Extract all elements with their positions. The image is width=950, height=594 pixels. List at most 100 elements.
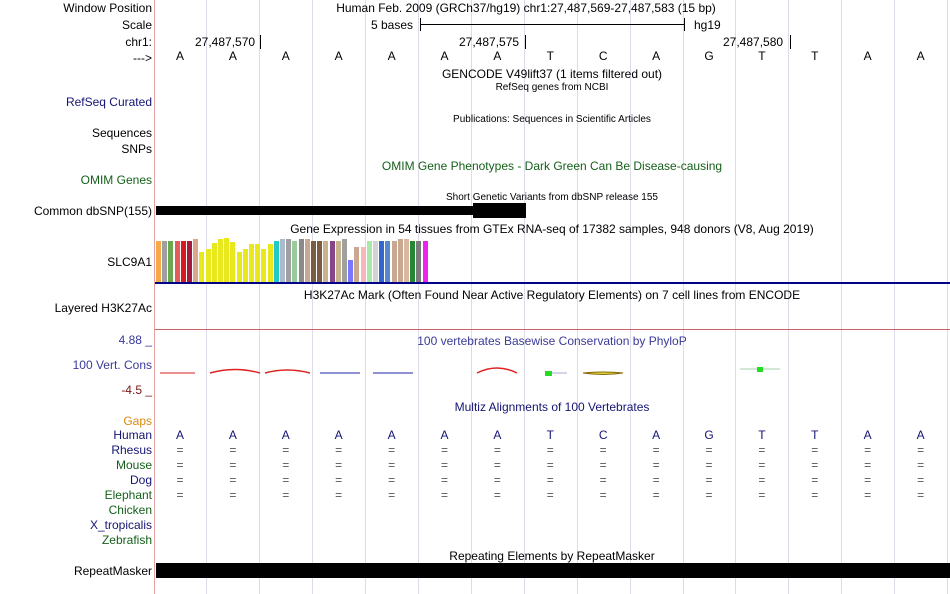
scale-label: Scale — [121, 18, 152, 32]
gtex-tissue-bar[interactable] — [230, 242, 236, 282]
human-base-letter: A — [387, 428, 396, 442]
alignment-match-symbol: = — [440, 443, 448, 457]
alignment-match-symbol: = — [917, 488, 925, 502]
gtex-tissue-bar[interactable] — [397, 239, 403, 282]
species-label[interactable]: Elephant — [104, 488, 152, 502]
gtex-tissue-bar[interactable] — [304, 239, 310, 282]
species-label[interactable]: Rhesus — [111, 443, 152, 457]
gtex-tissue-bar[interactable] — [311, 241, 316, 282]
gtex-tissue-bar[interactable] — [156, 241, 161, 282]
gtex-tissue-bar[interactable] — [162, 241, 168, 282]
human-base-letter: T — [758, 428, 766, 442]
gtex-tissue-bar[interactable] — [242, 249, 248, 282]
gtex-tissue-bar[interactable] — [218, 239, 223, 282]
track-label-conservation[interactable]: 100 Vert. Cons — [72, 358, 152, 372]
gtex-tissue-bar[interactable] — [180, 241, 186, 282]
base-letter: A — [334, 49, 343, 63]
gtex-tissue-bar[interactable] — [335, 241, 341, 282]
gtex-tissue-bar[interactable] — [360, 247, 366, 282]
gtex-tissue-bar[interactable] — [404, 239, 409, 282]
species-label[interactable]: Dog — [129, 473, 152, 487]
species-label[interactable]: Chicken — [108, 503, 152, 517]
phylop-conservation-plot[interactable] — [155, 360, 950, 390]
track-label-sequences[interactable]: Sequences — [91, 126, 152, 140]
alignment-match-symbol: = — [282, 458, 290, 472]
species-label[interactable]: Human — [113, 428, 152, 442]
gtex-tissue-bar[interactable] — [329, 241, 335, 282]
coord-tick-mark — [260, 35, 261, 49]
gtex-tissue-bar[interactable] — [342, 239, 347, 282]
gtex-tissue-bar[interactable] — [298, 239, 304, 282]
human-base-letter: A — [493, 428, 502, 442]
human-base-letter: T — [811, 428, 819, 442]
track-label-repeatmasker[interactable]: RepeatMasker — [73, 564, 152, 578]
track-label-h3k27ac[interactable]: Layered H3K27Ac — [54, 301, 152, 315]
dbsnp-variant-block[interactable] — [473, 203, 526, 218]
track-label-omim[interactable]: OMIM Genes — [80, 173, 152, 187]
gtex-tissue-bar[interactable] — [317, 241, 323, 282]
alignment-match-symbol: = — [758, 458, 766, 472]
alignment-match-symbol: = — [229, 473, 237, 487]
gtex-tissue-bar[interactable] — [410, 241, 416, 282]
gtex-tissue-bar[interactable] — [199, 252, 205, 282]
gtex-tissue-bar[interactable] — [187, 241, 192, 282]
species-label[interactable]: X_tropicalis — [89, 518, 152, 532]
alignment-match-symbol: = — [388, 458, 396, 472]
gtex-tissue-bar[interactable] — [261, 249, 267, 282]
alignment-match-symbol: = — [705, 443, 713, 457]
gtex-tissue-bar[interactable] — [224, 238, 230, 282]
dbsnp-feature-bar[interactable] — [156, 206, 526, 215]
alignment-match-symbol: = — [440, 473, 448, 487]
alignment-match-symbol: = — [546, 443, 554, 457]
gtex-tissue-bar[interactable] — [193, 239, 199, 282]
gtex-expression-bars[interactable] — [156, 238, 536, 282]
gtex-tissue-bar[interactable] — [354, 247, 360, 282]
human-base-letter: G — [704, 428, 714, 442]
alignment-match-symbol: = — [388, 488, 396, 502]
gtex-tissue-bar[interactable] — [267, 244, 273, 282]
gtex-tissue-bar[interactable] — [205, 249, 211, 282]
track-label-refseq[interactable]: RefSeq Curated — [65, 95, 152, 109]
gtex-tissue-bar[interactable] — [348, 260, 354, 282]
alignment-match-symbol: = — [811, 443, 819, 457]
gtex-tissue-bar[interactable] — [255, 244, 261, 282]
coord-tick-label: 27,487,580 — [723, 35, 784, 49]
base-letter: A — [387, 49, 396, 63]
alignment-match-symbol: = — [176, 458, 184, 472]
gtex-tissue-bar[interactable] — [416, 241, 422, 282]
track-title-gencode: GENCODE V49lift37 (1 items filtered out) — [441, 67, 663, 81]
gtex-tissue-bar[interactable] — [174, 241, 180, 282]
gtex-tissue-bar[interactable] — [385, 241, 391, 282]
gtex-tissue-bar[interactable] — [236, 252, 242, 282]
gtex-tissue-bar[interactable] — [280, 239, 285, 282]
gtex-tissue-bar[interactable] — [249, 244, 254, 282]
gtex-tissue-bar[interactable] — [379, 241, 385, 282]
repeatmasker-feature-bar[interactable] — [156, 563, 950, 578]
gtex-tissue-bar[interactable] — [286, 239, 292, 282]
alignment-match-symbol: = — [864, 473, 872, 487]
track-label-gtex-gene[interactable]: SLC9A1 — [107, 255, 152, 269]
track-label-dbsnp[interactable]: Common dbSNP(155) — [33, 204, 152, 218]
alignment-match-symbol: = — [705, 458, 713, 472]
gtex-tissue-bar[interactable] — [273, 241, 279, 282]
scale-text: 5 bases — [371, 18, 414, 32]
alignment-match-symbol: = — [599, 488, 607, 502]
alignment-match-symbol: = — [493, 488, 501, 502]
alignment-match-symbol: = — [652, 488, 660, 502]
gtex-tissue-bar[interactable] — [373, 241, 378, 282]
track-label-gaps[interactable]: Gaps — [123, 414, 152, 428]
species-label[interactable]: Mouse — [115, 458, 152, 472]
alignment-match-symbol: = — [705, 473, 713, 487]
gtex-tissue-bar[interactable] — [292, 241, 298, 282]
gtex-tissue-bar[interactable] — [422, 241, 428, 282]
gtex-tissue-bar[interactable] — [211, 243, 217, 282]
alignment-match-symbol: = — [388, 473, 396, 487]
base-letter: A — [863, 49, 872, 63]
strand-arrow-label[interactable]: ---> — [133, 51, 152, 65]
track-label-snps[interactable]: SNPs — [121, 142, 152, 156]
gtex-tissue-bar[interactable] — [366, 241, 372, 282]
species-label[interactable]: Zebrafish — [101, 533, 152, 547]
gtex-tissue-bar[interactable] — [168, 241, 174, 282]
gtex-tissue-bar[interactable] — [391, 241, 397, 282]
gtex-tissue-bar[interactable] — [323, 241, 329, 282]
